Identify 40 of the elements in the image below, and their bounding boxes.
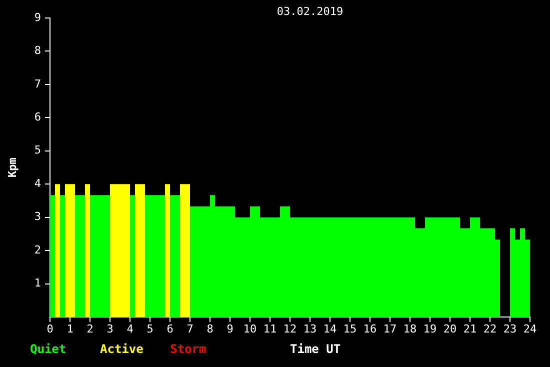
x-tick-label: 18 [403,322,417,336]
x-tick-label: 14 [323,322,337,336]
x-tick-label: 22 [483,322,497,336]
x-tick-label: 11 [263,322,277,336]
y-tick-label: 3 [34,210,41,224]
x-tick-label: 12 [283,322,297,336]
y-tick-label: 5 [34,144,41,157]
legend-label: Storm [170,342,208,356]
x-tick-label: 23 [503,322,517,336]
y-axis-title: Kpm [6,157,19,178]
x-tick-label: 4 [126,322,134,336]
y-tick-label: 9 [34,10,41,24]
x-tick-label: 3 [106,322,114,336]
x-tick-label: 6 [166,322,174,336]
x-tick-label: 15 [343,322,357,336]
text: Quiet [30,342,68,356]
y-tick-label: 2 [34,243,41,256]
x-tick-label: 20 [443,322,457,336]
x-tick-label: 8 [206,322,214,336]
x-tick-label: 9 [226,322,234,336]
x-tick-label: 17 [383,322,397,336]
text: Active [100,342,144,356]
x-tick-label: 24 [523,322,537,336]
x-tick-label: 5 [146,322,154,336]
x-tick-label: 13 [303,322,317,336]
y-tick-label: 1 [34,276,41,290]
x-tick-label: 19 [423,322,437,336]
x-axis-title: Time UT [290,342,341,356]
x-tick-label: 1 [66,322,74,336]
y-tick-label: 4 [34,176,42,190]
chart-title: 03.02.2019 [276,4,344,18]
x-tick-label: 2 [86,322,94,336]
x-tick-label: 10 [243,322,257,336]
x-tick-label: 7 [186,322,194,336]
x-tick-label: 0 [46,322,54,336]
x-tick-label: 16 [363,322,377,336]
y-tick-label: 6 [34,110,41,124]
y-tick-label: 7 [34,77,41,90]
x-tick-label: 21 [463,322,477,336]
y-tick-label: 8 [34,44,41,58]
